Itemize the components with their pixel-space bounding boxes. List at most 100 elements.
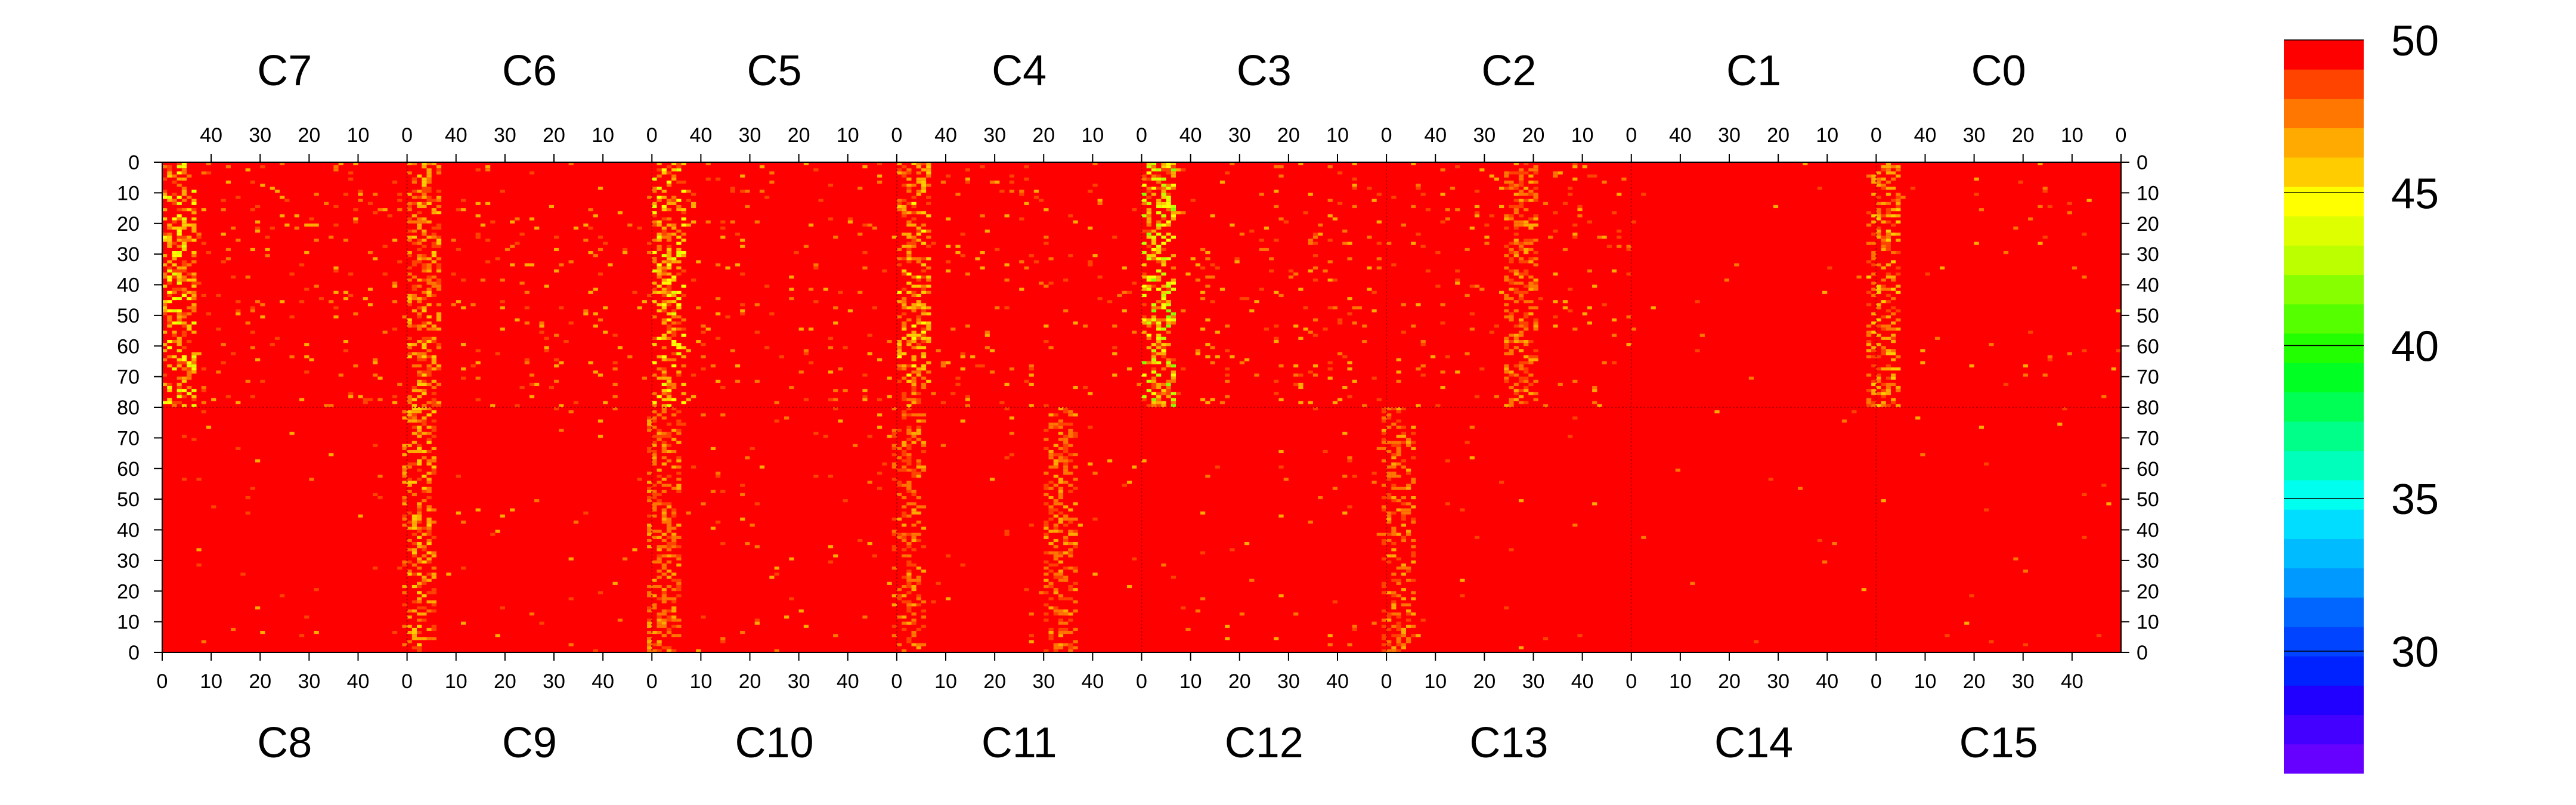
heatmap-cell xyxy=(431,551,436,555)
heatmap-cell xyxy=(1528,293,1534,298)
heatmap-cell xyxy=(426,174,432,178)
heatmap-cell xyxy=(936,581,941,585)
heatmap-cell xyxy=(902,364,907,368)
heatmap-cell xyxy=(1249,309,1255,312)
heatmap-cell xyxy=(823,560,828,564)
heatmap-cell xyxy=(1597,404,1602,408)
heatmap-cell xyxy=(431,456,436,460)
heatmap-cell xyxy=(181,330,187,334)
y-tick-label-right: 20 xyxy=(2137,580,2159,603)
heatmap-cell xyxy=(1024,177,1029,181)
heatmap-cell xyxy=(191,361,197,365)
heatmap-cell xyxy=(911,205,917,209)
heatmap-cell xyxy=(1092,542,1098,546)
heatmap-cell xyxy=(1239,297,1245,301)
heatmap-cell xyxy=(1264,327,1270,331)
heatmap-cell xyxy=(1386,649,1392,653)
heatmap-cell xyxy=(926,196,931,199)
heatmap-cell xyxy=(916,459,921,463)
heatmap-cell xyxy=(1151,398,1157,401)
heatmap-cell xyxy=(1161,327,1166,331)
heatmap-cell xyxy=(167,278,172,282)
heatmap-cell xyxy=(500,514,505,518)
heatmap-cell xyxy=(1518,646,1524,649)
heatmap-cell xyxy=(1362,324,1367,328)
heatmap-cell xyxy=(1048,551,1054,555)
heatmap-cell xyxy=(436,257,442,261)
heatmap-cell xyxy=(529,382,535,386)
heatmap-cell xyxy=(666,554,672,558)
heatmap-cell xyxy=(1141,315,1147,319)
heatmap-cell xyxy=(1524,242,1529,245)
heatmap-cell xyxy=(529,373,535,377)
heatmap-cell xyxy=(1073,606,1078,610)
heatmap-cell xyxy=(172,174,177,178)
heatmap-cell xyxy=(1524,321,1529,325)
heatmap-cell xyxy=(348,395,354,398)
heatmap-cell xyxy=(891,429,897,432)
heatmap-cell xyxy=(431,293,436,298)
heatmap-cell xyxy=(231,627,236,631)
heatmap-cell xyxy=(1274,239,1279,242)
bottom-x-tick-label: 10 xyxy=(934,670,957,693)
heatmap-cell xyxy=(921,413,927,417)
heatmap-cell xyxy=(534,499,540,503)
heatmap-cell xyxy=(1342,475,1348,478)
heatmap-cell xyxy=(407,205,412,209)
heatmap-cell xyxy=(857,527,863,530)
heatmap-cell xyxy=(1592,386,1597,389)
heatmap-cell xyxy=(422,346,427,349)
heatmap-cell xyxy=(1058,425,1064,429)
heatmap-cell xyxy=(1156,327,1162,331)
y-tick-label-right: 40 xyxy=(2137,274,2159,297)
colorbar-segment xyxy=(2284,333,2364,363)
heatmap-cell xyxy=(1376,242,1382,245)
heatmap-cell xyxy=(187,367,192,371)
heatmap-cell xyxy=(794,251,799,255)
heatmap-cell xyxy=(666,247,672,252)
heatmap-cell xyxy=(1440,220,1445,224)
heatmap-cell xyxy=(1068,612,1073,616)
heatmap-cell xyxy=(181,165,187,169)
heatmap-cell xyxy=(906,456,912,460)
heatmap-cell xyxy=(1347,395,1352,398)
heatmap-cell xyxy=(921,327,927,331)
y-tick-label-right: 40 xyxy=(2137,519,2159,542)
heatmap-cell xyxy=(671,233,677,236)
heatmap-cell xyxy=(436,171,442,175)
heatmap-cell xyxy=(1073,646,1078,649)
heatmap-cell xyxy=(411,407,417,411)
heatmap-cell xyxy=(426,364,432,368)
heatmap-cell xyxy=(671,312,677,315)
heatmap-cell xyxy=(1606,211,1612,215)
heatmap-cell xyxy=(255,606,261,610)
heatmap-cell xyxy=(1871,193,1877,196)
heatmap-cell xyxy=(191,230,197,233)
heatmap-cell xyxy=(1004,532,1010,536)
heatmap-cell xyxy=(671,597,677,600)
heatmap-cell xyxy=(1885,273,1891,276)
heatmap-cell xyxy=(1411,505,1416,509)
heatmap-cell xyxy=(1401,566,1407,570)
heatmap-cell xyxy=(1230,355,1235,358)
heatmap-cell xyxy=(1827,266,1832,270)
heatmap-cell xyxy=(916,496,921,500)
heatmap-cell xyxy=(1518,367,1524,371)
heatmap-cell xyxy=(681,162,686,166)
heatmap-cell xyxy=(1166,223,1171,227)
heatmap-cell xyxy=(1068,214,1073,218)
heatmap-cell xyxy=(1406,530,1411,533)
heatmap-cell xyxy=(2047,355,2053,358)
heatmap-cell xyxy=(828,398,834,401)
heatmap-cell xyxy=(1053,527,1058,530)
heatmap-cell xyxy=(162,254,168,258)
heatmap-cell xyxy=(1460,594,1465,597)
heatmap-cell xyxy=(411,551,417,555)
heatmap-cell xyxy=(1499,481,1504,484)
heatmap-cell xyxy=(896,202,902,205)
heatmap-cell xyxy=(431,627,436,631)
heatmap-cell xyxy=(436,382,442,386)
heatmap-cell xyxy=(671,465,677,469)
heatmap-cell xyxy=(681,392,686,395)
heatmap-cell xyxy=(407,618,412,622)
